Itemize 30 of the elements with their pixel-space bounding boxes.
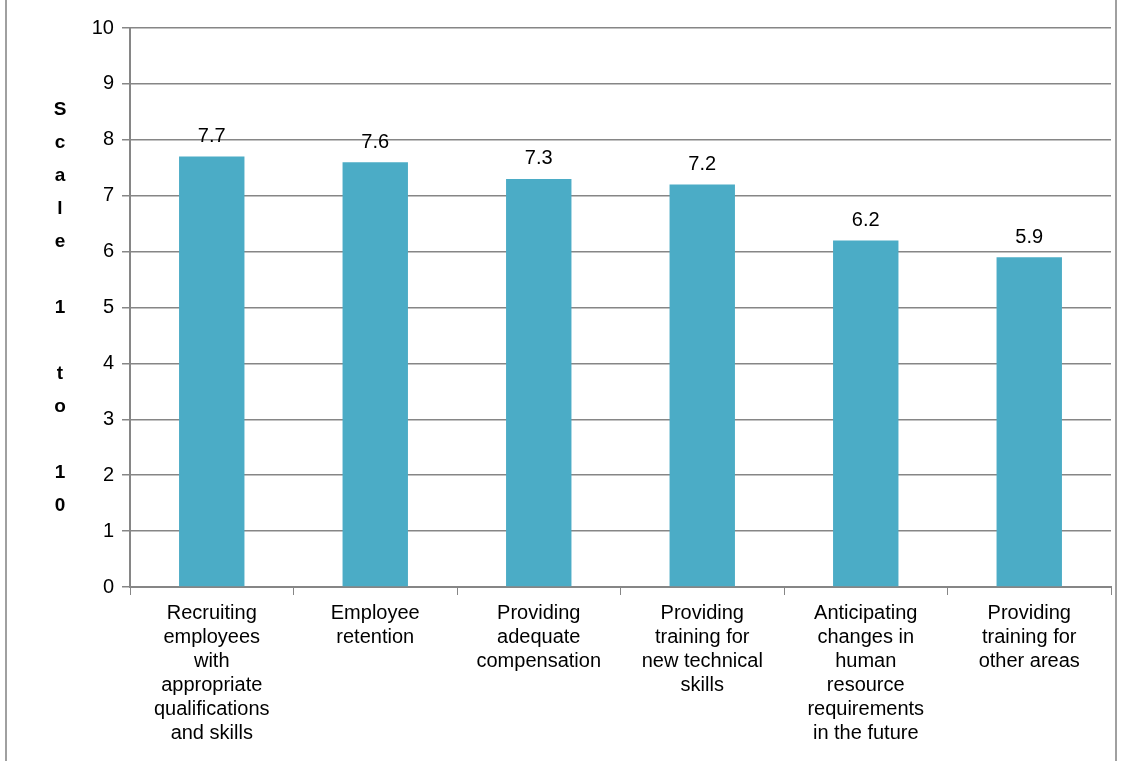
x-tick-label: Anticipating changes in human resource requirements in the future [807, 600, 925, 743]
y-tick-label: 3 [102, 406, 114, 429]
data-label: 7.2 [688, 152, 717, 175]
text: Scale 1 to 10 [53, 97, 67, 515]
bar [506, 178, 572, 587]
bar [342, 162, 408, 587]
data-label: 7.6 [361, 129, 390, 152]
y-tick-label: 5 [102, 295, 114, 318]
data-label: 7.3 [524, 146, 553, 169]
data-label: 5.9 [1015, 224, 1044, 247]
y-tick-label: 10 [91, 15, 114, 38]
y-tick-label: 1 [102, 518, 114, 541]
bar [669, 184, 735, 587]
bar [179, 156, 245, 587]
y-tick-label: 2 [102, 462, 114, 485]
y-tick-label: 0 [102, 574, 114, 597]
x-tick-label: Providing adequate compensation [476, 600, 602, 671]
y-tick-label: 6 [102, 239, 114, 262]
x-tick-label: Employee retention [330, 600, 420, 647]
data-label: 7.7 [197, 124, 226, 147]
y-tick-label: 7 [102, 183, 114, 206]
y-tick-label: 4 [102, 350, 114, 373]
y-tick-label: 8 [102, 127, 114, 150]
y-tick-label: 9 [102, 71, 114, 94]
x-tick-label: Recruiting employees with appropriate qualifications and skills [153, 600, 270, 743]
x-tick-label: Providing training for other areas [978, 600, 1080, 671]
data-label: 6.2 [851, 207, 880, 230]
bar [996, 257, 1062, 587]
x-tick-label: Providing training for new technical skills [641, 600, 763, 695]
bar [833, 240, 899, 587]
